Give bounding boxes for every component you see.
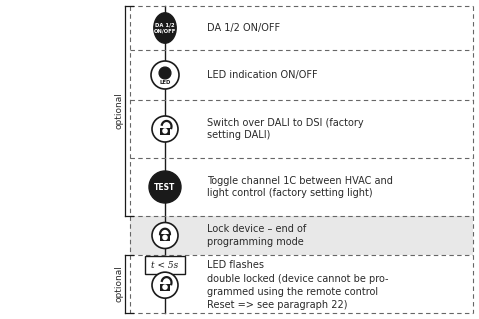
Circle shape [152, 272, 178, 298]
Text: Lock device – end of
programming mode: Lock device – end of programming mode [207, 224, 306, 247]
Circle shape [163, 129, 167, 133]
Circle shape [149, 171, 181, 203]
Bar [130, 158, 473, 216]
Bar [160, 234, 170, 241]
Circle shape [151, 61, 179, 89]
Bar [160, 284, 170, 291]
Text: t < 5s: t < 5s [151, 261, 179, 270]
Bar [130, 100, 473, 158]
Bar [130, 6, 473, 50]
Text: LED indication ON/OFF: LED indication ON/OFF [207, 70, 318, 80]
Text: Toggle channel 1C between HVAC and
light control (factory setting light): Toggle channel 1C between HVAC and light… [207, 175, 393, 198]
Text: Switch over DALI to DSI (factory
setting DALI): Switch over DALI to DSI (factory setting… [207, 118, 364, 140]
Bar [130, 255, 473, 313]
Text: LED flashes: LED flashes [207, 260, 264, 270]
Circle shape [163, 235, 167, 240]
Circle shape [152, 116, 178, 142]
Bar [160, 128, 170, 135]
Circle shape [152, 222, 178, 249]
Text: double locked (device cannot be pro-
grammed using the remote control: double locked (device cannot be pro- gra… [207, 274, 388, 297]
Bar [130, 216, 473, 255]
Bar [130, 50, 473, 100]
Circle shape [163, 285, 167, 289]
Ellipse shape [154, 13, 176, 43]
Text: DA 1/2
ON/OFF: DA 1/2 ON/OFF [154, 23, 176, 33]
FancyBboxPatch shape [145, 256, 185, 274]
Text: TEST: TEST [154, 182, 176, 191]
Text: DA 1/2 ON/OFF: DA 1/2 ON/OFF [207, 23, 280, 33]
Circle shape [159, 67, 171, 79]
Text: optional: optional [114, 93, 124, 130]
Text: optional: optional [114, 265, 124, 302]
Text: LED: LED [160, 80, 171, 85]
Text: Reset => see paragraph 22): Reset => see paragraph 22) [207, 300, 347, 310]
